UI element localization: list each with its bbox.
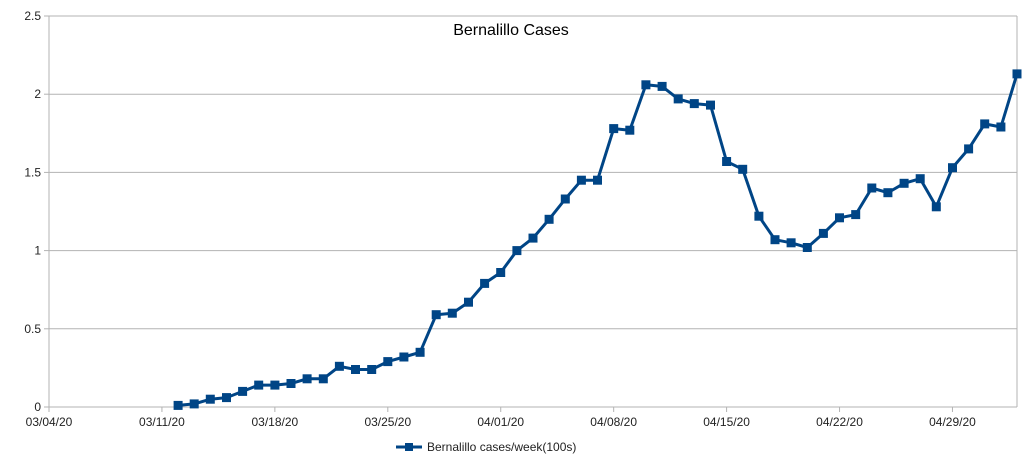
data-point-marker	[447, 308, 457, 318]
data-point-marker	[915, 174, 925, 184]
grid-lines	[49, 15, 1017, 408]
data-point-marker	[673, 94, 683, 104]
data-point-marker	[625, 125, 635, 135]
data-point-marker	[270, 380, 280, 390]
data-point-marker	[173, 400, 183, 410]
x-tick-label: 03/04/20	[26, 415, 73, 429]
data-point-marker	[931, 202, 941, 212]
data-point-marker	[286, 379, 296, 388]
legend-label: Bernalillo cases/week(100s)	[427, 440, 576, 454]
legend-marker-swatch	[405, 443, 413, 451]
data-point-marker	[899, 178, 909, 188]
data-point-marker	[948, 163, 957, 173]
y-tick-label: 0	[34, 400, 41, 414]
data-point-marker	[238, 386, 248, 396]
data-point-marker	[996, 122, 1006, 132]
data-point-marker	[786, 238, 796, 248]
data-point-marker	[415, 347, 425, 357]
data-point-marker	[722, 157, 732, 166]
data-point-marker	[706, 100, 715, 110]
x-tick-label: 03/25/20	[364, 415, 411, 429]
data-point-marker	[528, 233, 538, 243]
x-tick-label: 03/11/20	[139, 415, 185, 429]
legend: Bernalillo cases/week(100s)	[396, 440, 576, 454]
data-point-marker	[754, 211, 764, 221]
data-point-marker	[883, 188, 893, 198]
data-point-marker	[689, 99, 699, 109]
data-point-marker	[512, 246, 522, 256]
data-point-marker	[544, 214, 554, 224]
data-point-marker	[367, 365, 377, 374]
data-point-marker	[964, 144, 974, 154]
data-point-marker	[576, 175, 586, 185]
data-point-marker	[835, 213, 844, 223]
data-point-marker	[464, 297, 473, 307]
data-point-marker	[351, 365, 360, 374]
x-tick-label: 03/18/20	[252, 415, 299, 429]
y-tick-label: 1	[34, 244, 41, 258]
data-point-marker	[560, 194, 570, 204]
y-tick-label: 2.5	[24, 9, 41, 23]
data-point-marker	[641, 80, 651, 90]
x-tick-label: 04/15/20	[703, 415, 750, 429]
data-series	[173, 69, 1022, 410]
data-point-marker	[657, 81, 667, 91]
data-point-marker	[399, 352, 409, 362]
data-point-marker	[867, 183, 877, 193]
data-point-marker	[383, 357, 393, 367]
data-point-marker	[189, 399, 199, 409]
chart-title: Bernalillo Cases	[453, 22, 569, 39]
data-point-marker	[851, 210, 861, 220]
data-point-marker	[302, 374, 312, 384]
data-point-marker	[802, 243, 812, 252]
data-point-marker	[431, 310, 441, 320]
data-point-marker	[609, 124, 619, 134]
data-point-marker	[254, 380, 264, 390]
data-point-marker	[496, 268, 506, 277]
x-tick-label: 04/08/20	[590, 415, 637, 429]
data-point-marker	[770, 235, 780, 245]
data-point-marker	[205, 394, 215, 404]
y-tick-label: 1.5	[24, 165, 41, 179]
data-point-marker	[738, 164, 748, 174]
axes: 0 0.5 1 1.5 2 2.5 03/04/20 03/11/20 03/18/20 03/2…	[24, 9, 1018, 429]
x-tick-label: 04/01/20	[477, 415, 524, 429]
data-point-marker	[480, 278, 490, 288]
x-tick-label: 04/29/20	[929, 415, 976, 429]
data-point-marker	[593, 175, 602, 185]
data-point-marker	[334, 361, 344, 371]
data-point-marker	[980, 119, 990, 129]
x-tick-label: 04/22/20	[816, 415, 863, 429]
data-point-marker	[1012, 69, 1022, 79]
data-point-marker	[818, 228, 828, 238]
data-point-marker	[222, 393, 231, 403]
data-point-marker	[318, 374, 328, 384]
y-tick-label: 0.5	[24, 322, 41, 336]
y-tick-label: 2	[34, 87, 41, 101]
